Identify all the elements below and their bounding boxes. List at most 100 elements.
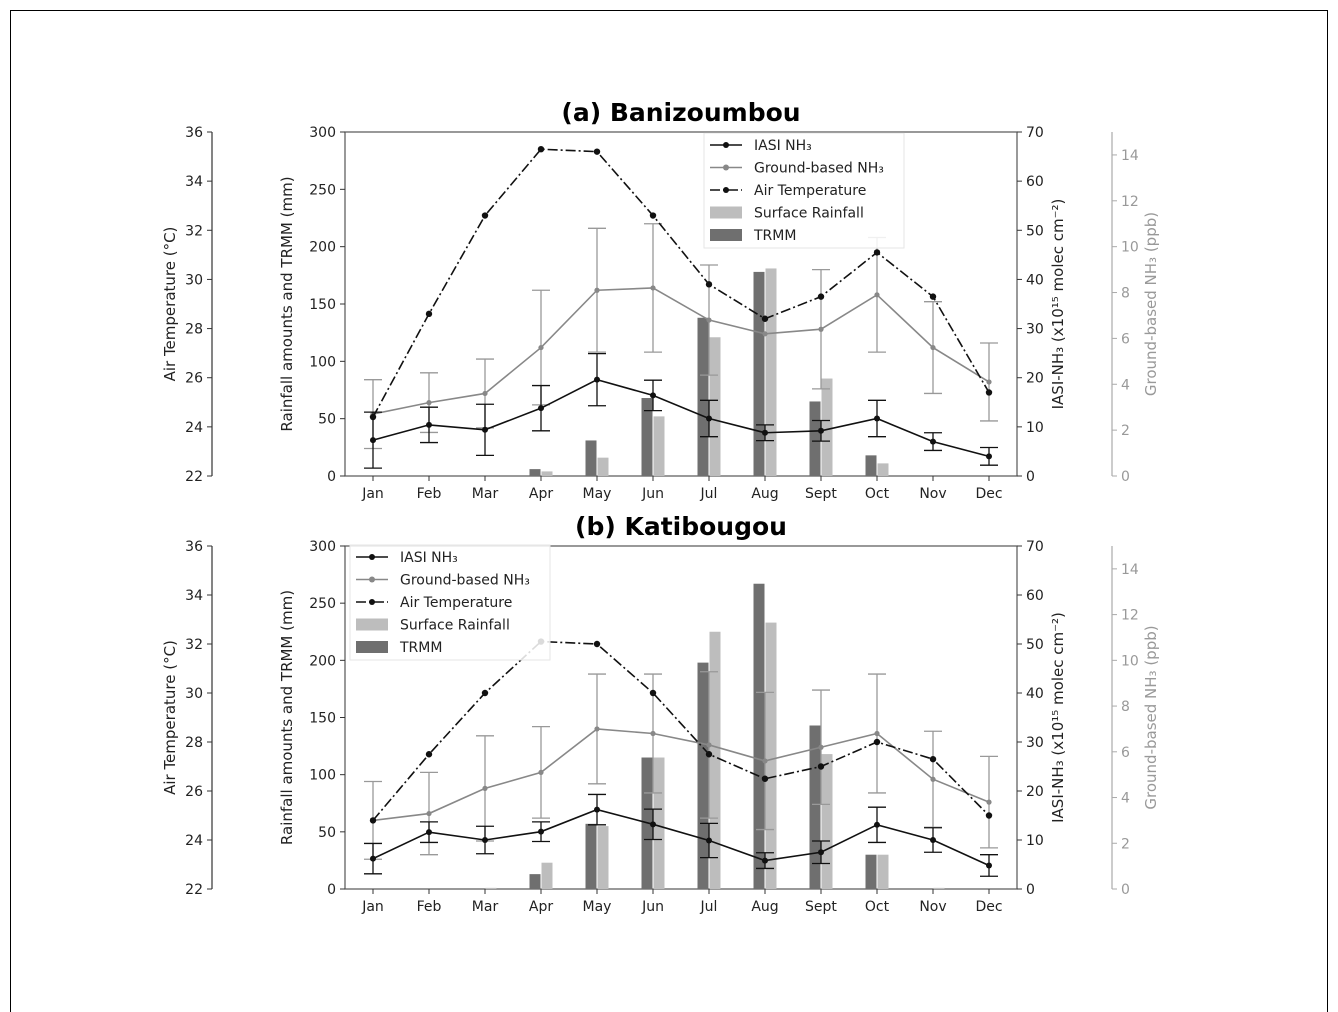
- ground-nh3-point: [650, 285, 656, 291]
- x-tick-label: Nov: [919, 899, 946, 915]
- legend-swatch-trmm: [710, 229, 742, 241]
- ground-axis-tick-label: 12: [1121, 194, 1139, 210]
- rain-axis-label: Rainfall amounts and TRMM (mm): [278, 176, 296, 431]
- temp-axis-tick-label: 22: [185, 882, 203, 898]
- iasi-axis-label: IASI-NH₃ (x10¹⁵ molec cm⁻²): [1049, 612, 1067, 823]
- trmm-bar: [529, 469, 541, 476]
- ground-axis-tick-label: 2: [1121, 836, 1130, 852]
- air-temperature-line: [372, 148, 990, 418]
- chart-title: (b) Katibougou: [575, 512, 787, 541]
- ground-axis-label: Ground-based NH₃ (ppb): [1142, 212, 1160, 396]
- temp-axis-tick-label: 32: [185, 223, 203, 239]
- x-tick-label: May: [583, 486, 612, 502]
- surface-rainfall-bar: [933, 887, 945, 889]
- iasi-axis-tick-label: 40: [1026, 272, 1044, 288]
- legend-label-ground: Ground-based NH₃: [400, 573, 530, 589]
- air-temperature-point: [425, 310, 433, 318]
- iasi-nh3-point: [538, 828, 544, 835]
- rain-axis-tick-label: 250: [309, 596, 336, 612]
- legend-swatch-rain: [356, 618, 388, 631]
- iasi-axis-label: IASI-NH₃ (x10¹⁵ molec cm⁻²): [1049, 199, 1067, 410]
- figure-frame: [10, 10, 1328, 1012]
- rain-axis-label: Rainfall amounts and TRMM (mm): [278, 590, 296, 845]
- iasi-nh3-point: [818, 427, 824, 434]
- iasi-axis-tick-label: 60: [1026, 588, 1044, 604]
- air-temperature-point: [817, 293, 825, 300]
- rain-axis-tick-label: 100: [309, 768, 336, 784]
- air-temperature-point: [817, 763, 825, 770]
- temp-axis-tick-label: 28: [185, 322, 203, 338]
- ground-axis-tick-label: 6: [1121, 745, 1130, 761]
- air-temperature-point: [761, 315, 769, 322]
- iasi-nh3-point: [650, 821, 656, 828]
- x-tick-label: Sept: [805, 486, 837, 502]
- x-tick-label: Jan: [361, 486, 384, 502]
- trmm-bar: [753, 271, 765, 476]
- air-temperature-point: [873, 249, 881, 256]
- ground-nh3-line: [372, 287, 990, 415]
- temp-axis-tick-label: 30: [185, 272, 203, 288]
- ground-axis-tick-label: 10: [1121, 240, 1139, 256]
- iasi-axis-tick-label: 50: [1026, 223, 1044, 239]
- surface-rainfall-bar: [653, 757, 665, 889]
- ground-nh3-point: [650, 730, 656, 737]
- ground-axis-tick-label: 0: [1121, 469, 1130, 485]
- iasi-nh3-point: [874, 415, 880, 422]
- temp-axis-tick-label: 36: [185, 125, 203, 141]
- iasi-nh3-point: [986, 453, 992, 460]
- ground-nh3-point: [874, 292, 880, 298]
- trmm-bar: [641, 398, 653, 476]
- trmm-bar: [529, 874, 541, 889]
- trmm-bar: [697, 317, 709, 476]
- ground-axis-tick-label: 6: [1121, 331, 1130, 347]
- air-temperature-point: [369, 413, 377, 421]
- surface-rainfall-bar: [541, 862, 553, 889]
- iasi-nh3-point: [594, 376, 600, 383]
- x-tick-label: Oct: [865, 486, 890, 502]
- temp-axis-label: Air Temperature (°C): [161, 640, 179, 795]
- legend-label-rain: Surface Rainfall: [754, 206, 864, 222]
- air-temperature-point: [537, 146, 545, 153]
- temp-axis-tick-label: 36: [185, 539, 203, 555]
- x-tick-label: May: [583, 899, 612, 915]
- surface-rainfall-bar: [821, 378, 833, 476]
- iasi-nh3-point: [370, 437, 376, 444]
- iasi-nh3-line: [372, 808, 990, 867]
- ground-axis-tick-label: 8: [1121, 286, 1130, 302]
- surface-rainfall-bar: [877, 463, 889, 476]
- air-temperature-point: [425, 751, 433, 758]
- ground-nh3-point: [706, 742, 712, 748]
- legend-marker-temp: [369, 599, 375, 605]
- ground-nh3-point: [986, 799, 992, 805]
- air-temperature-point: [705, 751, 713, 758]
- rain-axis-tick-label: 50: [318, 825, 336, 841]
- trmm-bar: [585, 823, 597, 889]
- iasi-nh3-point: [762, 429, 768, 436]
- iasi-nh3-point: [706, 837, 712, 844]
- iasi-axis-tick-label: 20: [1026, 371, 1044, 387]
- ground-nh3-point: [930, 344, 936, 351]
- ground-axis-tick-label: 14: [1121, 148, 1139, 164]
- temp-axis-label: Air Temperature (°C): [161, 227, 179, 382]
- temp-axis-tick-label: 26: [185, 784, 203, 800]
- ground-nh3-point: [538, 769, 544, 775]
- x-tick-label: Jul: [700, 486, 718, 502]
- surface-rainfall-bar: [765, 268, 777, 476]
- x-tick-label: Dec: [975, 899, 1002, 915]
- chart-title: (a) Banizoumbou: [561, 98, 800, 127]
- x-tick-label: Dec: [975, 486, 1002, 502]
- temp-axis-tick-label: 34: [185, 174, 203, 190]
- trmm-bar: [809, 401, 821, 476]
- iasi-nh3-point: [762, 857, 768, 864]
- iasi-nh3-point: [930, 837, 936, 843]
- trmm-bar: [865, 455, 877, 476]
- iasi-axis-tick-label: 40: [1026, 686, 1044, 702]
- ground-axis-label: Ground-based NH₃ (ppb): [1142, 625, 1160, 809]
- iasi-nh3-point: [482, 837, 488, 843]
- chart-panel-1: (a) Banizoumbou Jan Feb Mar Apr May Jun Jul Aug S…: [161, 98, 1160, 502]
- rain-axis-tick-label: 0: [327, 882, 336, 898]
- temp-axis-tick-label: 32: [185, 637, 203, 653]
- trmm-bar: [809, 725, 821, 889]
- temp-axis-tick-label: 24: [185, 420, 203, 436]
- surface-rainfall-bar: [653, 416, 665, 476]
